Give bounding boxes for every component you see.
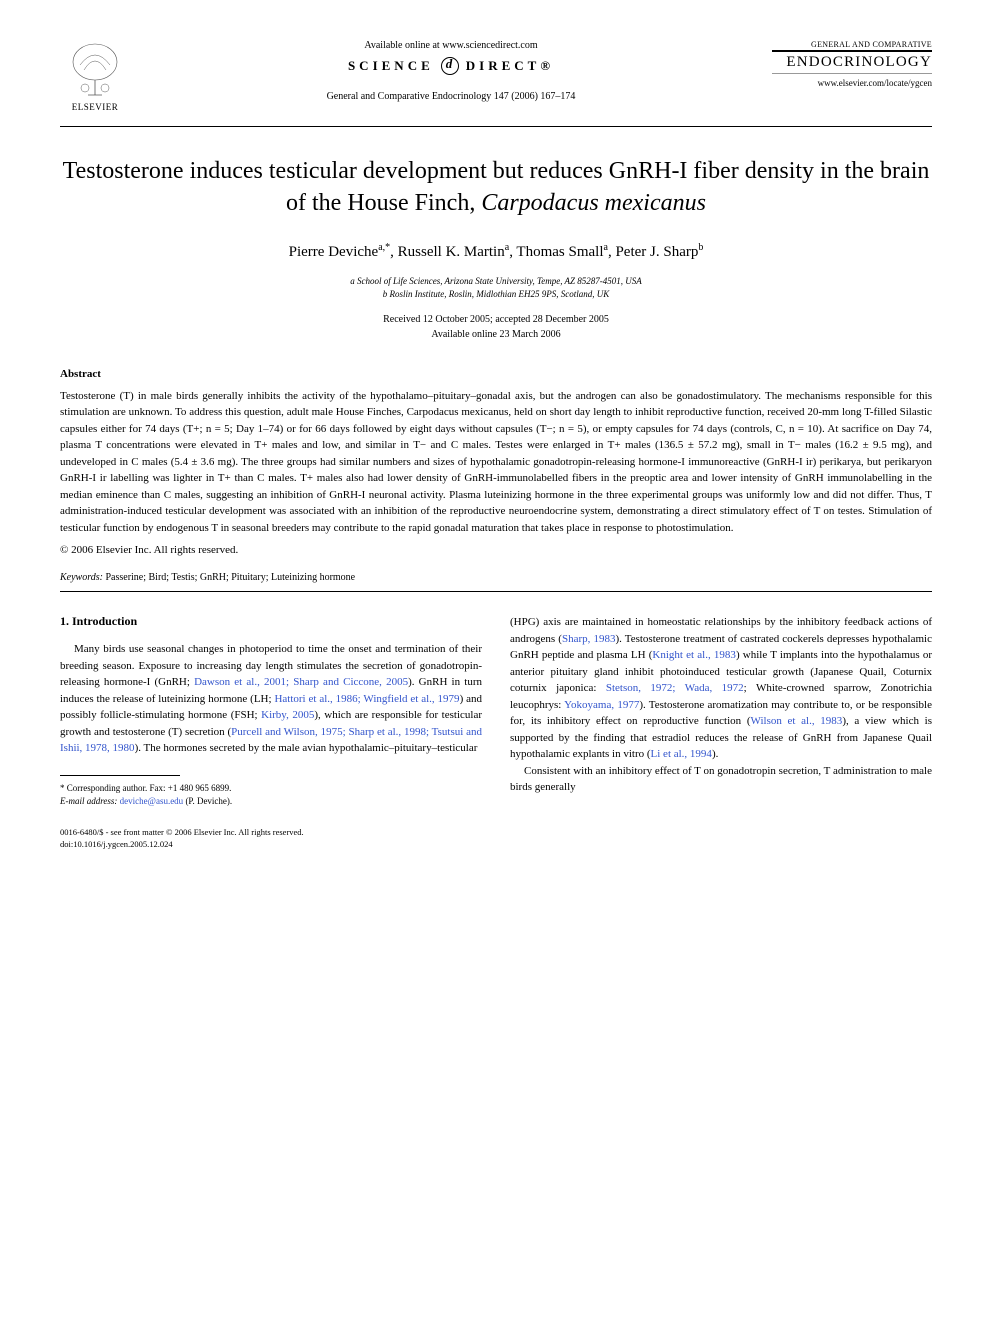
intro-r-g: ). xyxy=(712,748,718,760)
intro-right-text: (HPG) axis are maintained in homeostatic… xyxy=(510,614,932,796)
affiliation-a: a School of Life Sciences, Arizona State… xyxy=(60,275,932,289)
article-title: Testosterone induces testicular developm… xyxy=(60,155,932,220)
author-3-sup: a xyxy=(604,242,608,253)
science-direct-logo: SCIENCE DIRECT® xyxy=(348,57,554,75)
email-label: E-mail address: xyxy=(60,796,120,806)
elsevier-label: ELSEVIER xyxy=(72,102,119,112)
cite-stetson[interactable]: Stetson, 1972; Wada, 1972 xyxy=(606,682,744,694)
right-column: (HPG) axis are maintained in homeostatic… xyxy=(510,614,932,809)
author-1: Pierre Deviche xyxy=(289,244,379,260)
keywords-line: Keywords: Passerine; Bird; Testis; GnRH;… xyxy=(60,572,932,583)
sd-left: SCIENCE xyxy=(348,58,434,74)
footer-front-matter: 0016-6480/$ - see front matter © 2006 El… xyxy=(60,827,932,839)
copyright-line: © 2006 Elsevier Inc. All rights reserved… xyxy=(60,544,932,556)
two-column-body: 1. Introduction Many birds use seasonal … xyxy=(60,614,932,809)
left-column: 1. Introduction Many birds use seasonal … xyxy=(60,614,482,809)
cite-li[interactable]: Li et al., 1994 xyxy=(651,748,712,760)
abstract-body: Testosterone (T) in male birds generally… xyxy=(60,388,932,537)
intro-l-e: ). The hormones secreted by the male avi… xyxy=(135,742,478,754)
author-4-sup: b xyxy=(698,242,703,253)
email-link[interactable]: deviche@asu.edu xyxy=(120,796,184,806)
keywords-text: Passerine; Bird; Testis; GnRH; Pituitary… xyxy=(103,572,355,583)
corresponding-author-footnote: * Corresponding author. Fax: +1 480 965 … xyxy=(60,782,482,809)
affiliations: a School of Life Sciences, Arizona State… xyxy=(60,275,932,302)
elsevier-tree-icon xyxy=(60,40,130,100)
header-divider xyxy=(60,126,932,127)
cite-wilson[interactable]: Wilson et al., 1983 xyxy=(751,715,843,727)
online-date: Available online 23 March 2006 xyxy=(60,327,932,342)
received-date: Received 12 October 2005; accepted 28 De… xyxy=(60,312,932,327)
email-suffix: (P. Deviche). xyxy=(183,796,232,806)
corr-author-line: * Corresponding author. Fax: +1 480 965 … xyxy=(60,782,482,796)
journal-url: www.elsevier.com/locate/ygcen xyxy=(772,78,932,88)
author-2: Russell K. Martin xyxy=(398,244,505,260)
cite-kirby[interactable]: Kirby, 2005 xyxy=(261,709,314,721)
cite-hattori[interactable]: Hattori et al., 1986; Wingfield et al., … xyxy=(274,693,459,705)
journal-box: GENERAL AND COMPARATIVE ENDOCRINOLOGY ww… xyxy=(772,40,932,88)
abstract-heading: Abstract xyxy=(60,368,932,380)
journal-reference: General and Comparative Endocrinology 14… xyxy=(150,91,752,102)
available-online-text: Available online at www.sciencedirect.co… xyxy=(150,40,752,51)
keywords-divider xyxy=(60,591,932,592)
keywords-label: Keywords: xyxy=(60,572,103,583)
cite-dawson[interactable]: Dawson et al., 2001; Sharp and Ciccone, … xyxy=(194,676,408,688)
title-species: Carpodacus mexicanus xyxy=(481,190,706,216)
intro-left-text: Many birds use seasonal changes in photo… xyxy=(60,641,482,757)
footnote-divider xyxy=(60,775,180,776)
cite-knight[interactable]: Knight et al., 1983 xyxy=(652,649,736,661)
author-1-sup: a,* xyxy=(378,242,390,253)
cite-yokoyama[interactable]: Yokoyama, 1977 xyxy=(564,699,639,711)
sd-right: DIRECT® xyxy=(466,58,554,74)
author-4: Peter J. Sharp xyxy=(615,244,698,260)
sd-circle-icon xyxy=(441,57,459,75)
introduction-heading: 1. Introduction xyxy=(60,614,482,629)
author-2-sup: a xyxy=(505,242,509,253)
authors-line: Pierre Devichea,*, Russell K. Martina, T… xyxy=(60,242,932,261)
author-3: Thomas Small xyxy=(516,244,603,260)
footer: 0016-6480/$ - see front matter © 2006 El… xyxy=(60,827,932,851)
footer-doi: doi:10.1016/j.ygcen.2005.12.024 xyxy=(60,839,932,851)
elsevier-logo: ELSEVIER xyxy=(60,40,130,118)
journal-category: GENERAL AND COMPARATIVE xyxy=(772,40,932,49)
journal-name: ENDOCRINOLOGY xyxy=(772,50,932,74)
center-header: Available online at www.sciencedirect.co… xyxy=(130,40,772,102)
intro-r-p2: Consistent with an inhibitory effect of … xyxy=(510,765,932,794)
article-dates: Received 12 October 2005; accepted 28 De… xyxy=(60,312,932,342)
header-row: ELSEVIER Available online at www.science… xyxy=(60,40,932,118)
affiliation-b: b Roslin Institute, Roslin, Midlothian E… xyxy=(60,288,932,302)
cite-sharp83[interactable]: Sharp, 1983 xyxy=(562,633,616,645)
